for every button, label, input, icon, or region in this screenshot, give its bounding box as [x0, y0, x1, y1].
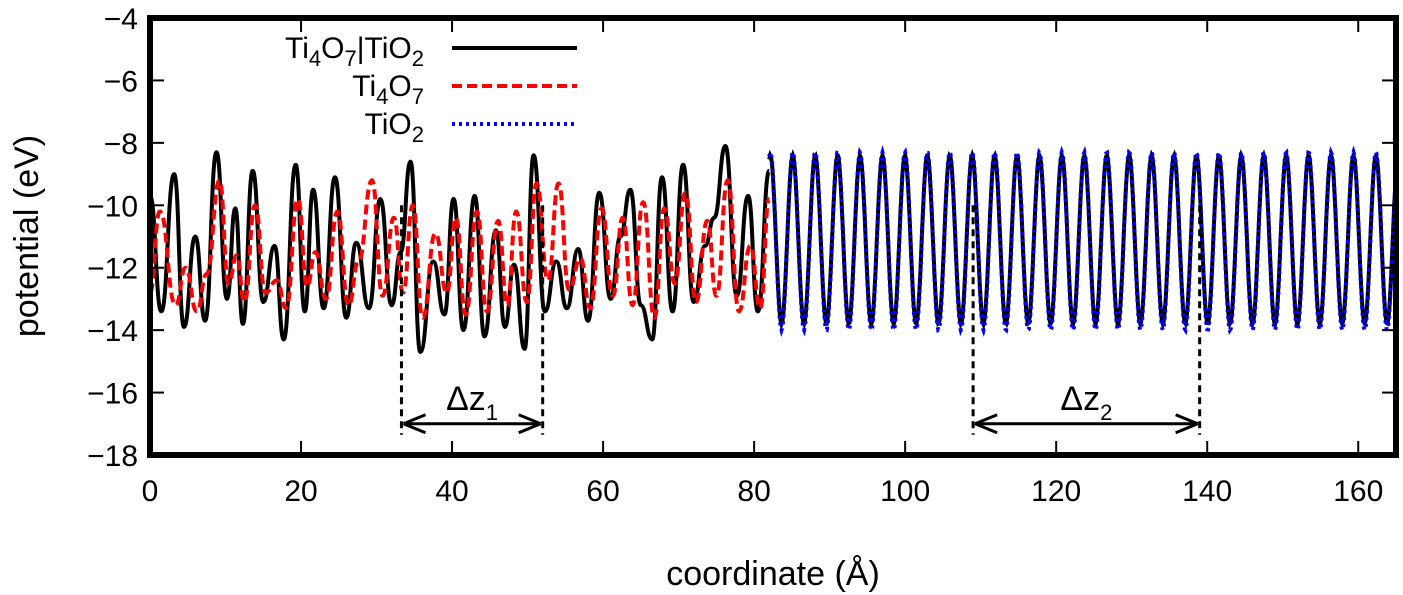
- x-tick-label: 160: [1333, 475, 1383, 508]
- annotation-label: Δz1: [446, 380, 498, 425]
- x-tick-label: 120: [1031, 475, 1081, 508]
- x-tick-label: 140: [1182, 475, 1232, 508]
- series-line-ti4o7: [148, 178, 772, 320]
- annotation-arrowhead-right: [518, 413, 542, 435]
- series-layer: [148, 143, 1398, 355]
- legend-label: TiO2: [365, 108, 424, 147]
- y-tick-label: −14: [87, 315, 138, 348]
- annotation-arrowhead-left: [974, 413, 998, 435]
- legend-entry-2: Ti4O7: [352, 70, 577, 109]
- y-tick-label: −16: [87, 378, 138, 411]
- plot-frame: [147, 15, 1399, 458]
- delta-z-annotation-2: Δz2: [971, 205, 1202, 435]
- delta-z-annotation-1: Δz1: [399, 205, 545, 435]
- y-tick-label: −8: [104, 128, 138, 161]
- annotation-label: Δz2: [1060, 380, 1112, 425]
- series-line-tio2: [767, 145, 1398, 338]
- legend-label: Ti4O7: [352, 70, 424, 109]
- x-tick-label: 40: [435, 475, 468, 508]
- x-tick-label: 20: [284, 475, 317, 508]
- y-tick-label: −10: [87, 190, 138, 223]
- x-tick-label: 100: [880, 475, 930, 508]
- legend-entry-3: TiO2: [365, 108, 577, 147]
- x-tick-label: 0: [142, 475, 159, 508]
- x-tick-label: 80: [737, 475, 770, 508]
- annotation-arrowhead-right: [1175, 413, 1199, 435]
- y-tick-label: −18: [87, 440, 138, 473]
- annotation-arrowhead-left: [402, 413, 427, 435]
- series-line-composite-left: [148, 143, 772, 355]
- x-axis-label: coordinate (Å): [666, 555, 880, 593]
- y-axis-label: potential (eV): [8, 135, 46, 337]
- x-tick-label: 60: [586, 475, 619, 508]
- y-tick-label: −12: [87, 253, 138, 286]
- legend-label: Ti4O7|TiO2: [285, 32, 424, 71]
- y-tick-label: −6: [104, 65, 138, 98]
- legend-entry-1: Ti4O7|TiO2: [285, 32, 577, 71]
- tick-layer: 0 20 40 60 80 100 120 140 160 −4 −6 −8 −10 −12 −14 −16 −…: [87, 3, 1396, 508]
- annotation-layer: Δz1 Δz2: [399, 205, 1202, 435]
- y-tick-label: −4: [104, 3, 138, 36]
